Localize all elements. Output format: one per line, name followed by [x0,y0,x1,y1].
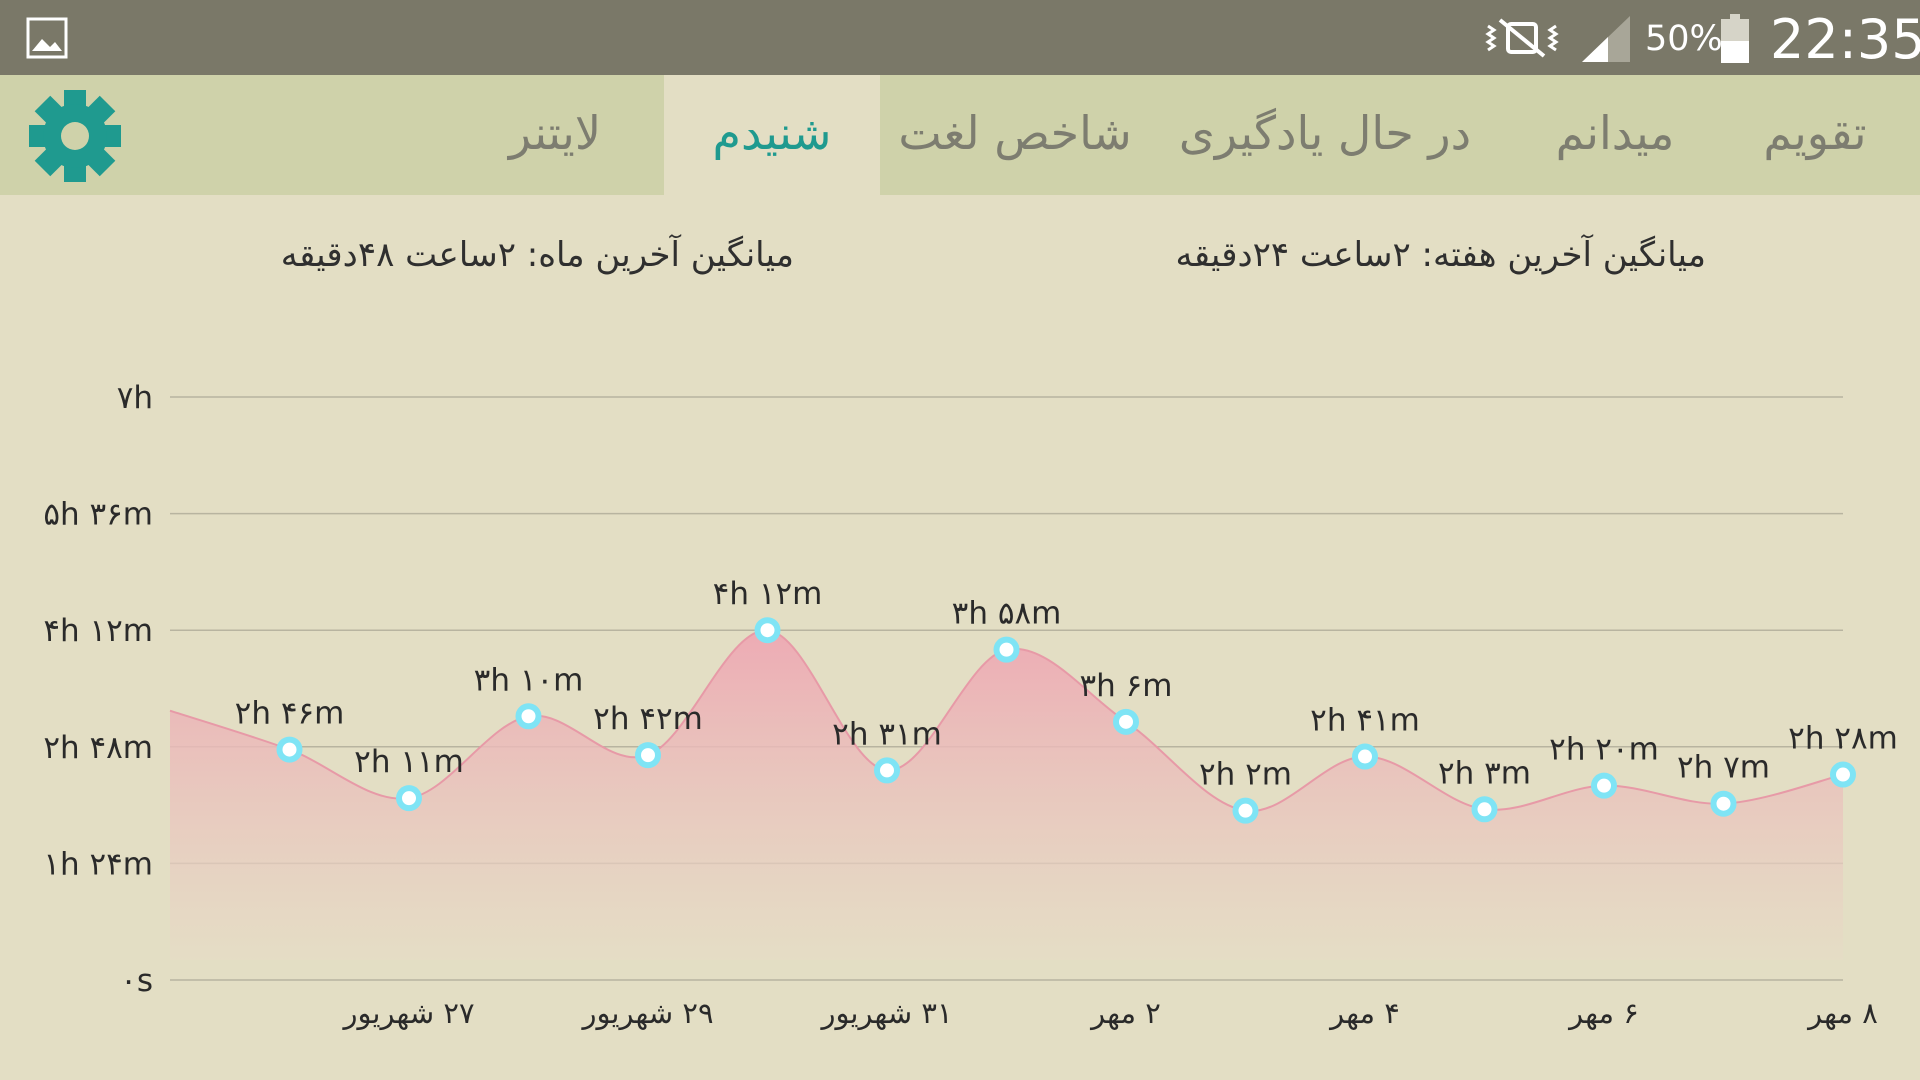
data-label: ۳h ۱۰m [474,662,584,698]
image-icon [26,17,68,63]
data-label: ۴h ۱۲m [713,576,823,612]
tab-word-index[interactable]: شاخص لغت [898,106,1132,160]
x-tick-label: ۶ مهر [1567,996,1639,1030]
y-tick-label: ۱h ۲۴m [43,846,153,882]
data-label: ۲h ۳۱m [832,716,942,752]
data-label: ۲h ۴۱m [1310,703,1420,739]
data-label: ۲h ۷m [1677,750,1770,786]
data-point[interactable] [276,736,303,763]
data-label: ۲h ۴۲m [593,701,703,737]
data-point[interactable] [1232,797,1259,824]
y-tick-label: ۵h ۳۶m [43,497,153,533]
data-point[interactable] [993,636,1020,663]
data-label: ۳h ۶m [1080,668,1173,704]
tab-calendar[interactable]: تقویم [1763,106,1867,160]
month-average: میانگین آخرین ماه: ۲ساعت ۴۸دقیقه [280,235,794,275]
data-label: ۲h ۳m [1438,755,1531,791]
y-tick-label: ۷h [117,380,153,416]
tab-leitner[interactable]: لایتنر [508,106,602,160]
x-tick-label: ۴ مهر [1328,996,1400,1030]
data-point[interactable] [1471,796,1498,823]
gear-icon[interactable] [28,89,122,187]
y-tick-label: ۲h ۴۸m [43,730,153,766]
data-label: ۲h ۱۱m [354,744,464,780]
data-label: ۲h ۲۰m [1549,732,1659,768]
status-bar: 50% 22:35 [0,0,1920,75]
data-label: ۲h ۴۶m [235,696,345,732]
tab-learning[interactable]: در حال یادگیری [1178,106,1472,160]
tab-heard[interactable]: شنیدم [664,75,880,195]
series-line [169,629,1844,812]
data-label: ۳h ۵۸m [952,596,1062,632]
data-point[interactable] [1710,790,1737,817]
chart: ۲h ۲۸m ۲h ۷m ۲h ۲۰m ۲h ۳m ۲h ۴۱m ۲h ۲m ۳h ۶m ۳h… [43,380,1898,1030]
x-tick-label: ۸ مهر [1806,996,1878,1030]
data-label: ۲h ۲۸m [1788,721,1898,757]
x-tick-label: ۳۱ شهریور [819,996,952,1030]
x-tick-label: ۲ مهر [1089,996,1161,1030]
data-point[interactable] [635,742,661,769]
y-tick-label: ۰s [120,963,153,999]
data-point[interactable] [1352,743,1378,770]
data-point[interactable] [1591,772,1617,799]
series-area [170,630,1843,960]
battery-icon [1720,14,1750,68]
data-label: ۲h ۲m [1199,757,1292,793]
mute-icon [1484,16,1560,64]
data-point[interactable] [1830,761,1856,788]
battery-percent: 50% [1645,19,1723,59]
data-point[interactable] [754,617,781,644]
signal-icon [1580,14,1632,68]
y-tick-label: ۴h ۱۲m [43,613,153,649]
data-point[interactable] [1113,708,1139,735]
clock: 22:35 [1770,8,1920,71]
data-point[interactable] [396,785,422,812]
x-tick-label: ۲۹ شهریور [580,996,713,1030]
data-point[interactable] [874,757,900,784]
week-average: میانگین آخرین هفته: ۲ساعت ۲۴دقیقه [1175,235,1707,275]
tab-bar: تقویم میدانم در حال یادگیری شاخص لغت شنی… [0,75,1920,195]
x-tick-label: ۲۷ شهریور [341,996,474,1030]
tab-known[interactable]: میدانم [1555,106,1675,160]
data-point[interactable] [515,703,542,730]
